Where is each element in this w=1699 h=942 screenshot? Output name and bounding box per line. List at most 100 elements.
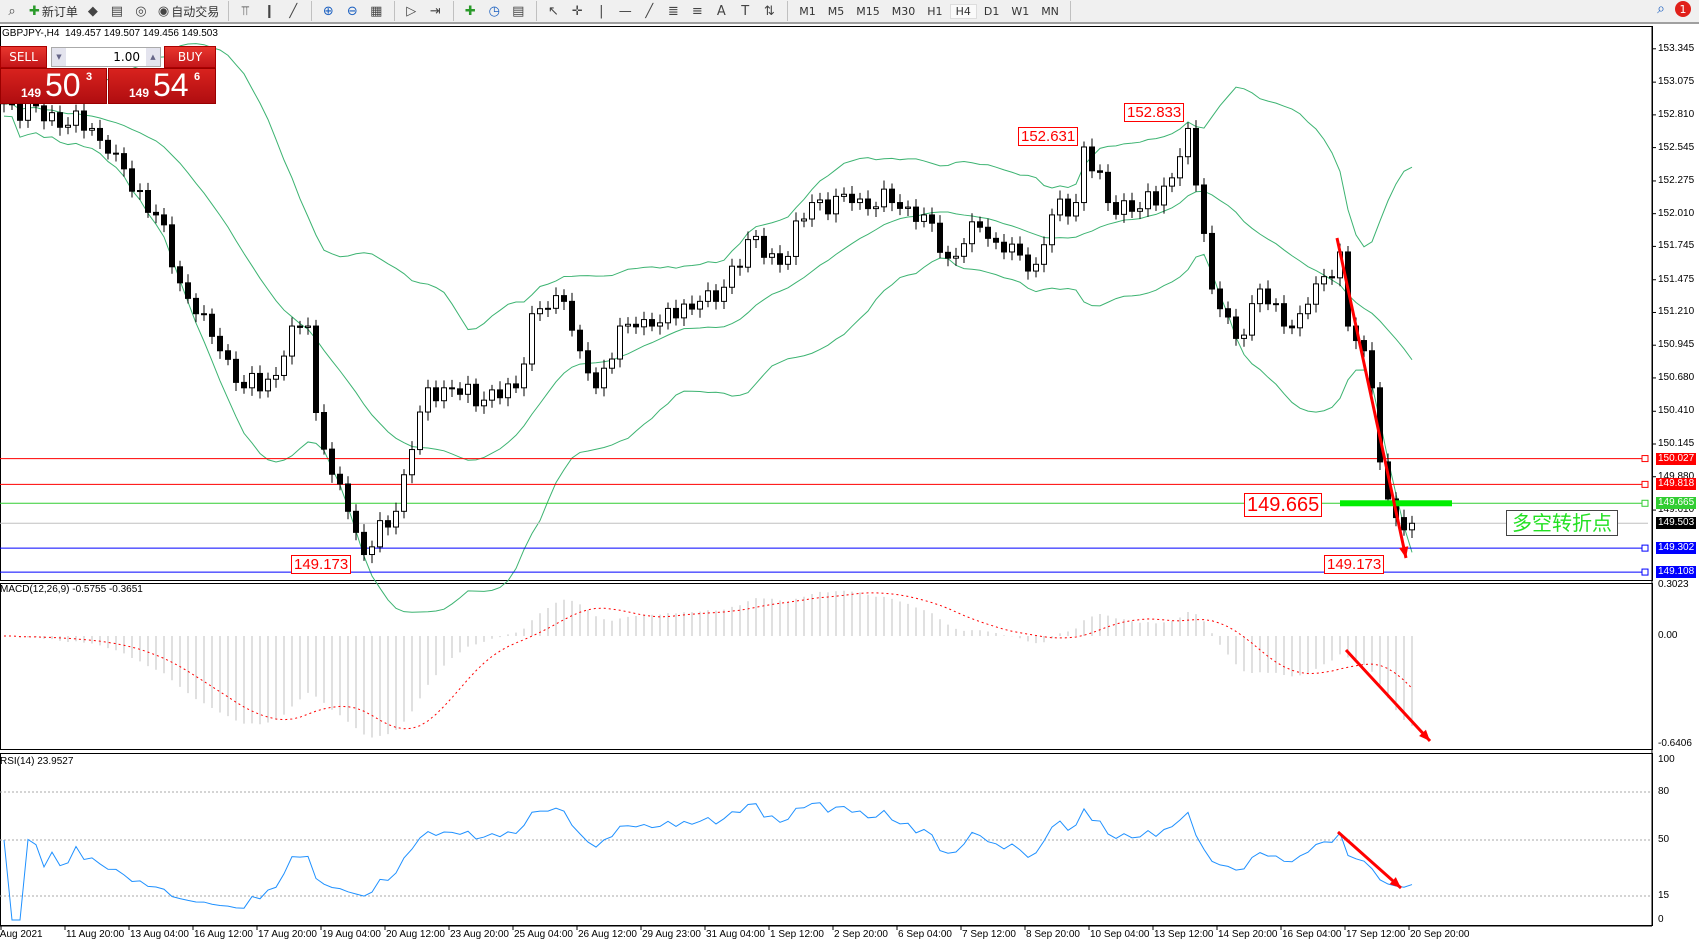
auto-trade-button[interactable]: ◉ 自动交易 — [155, 1, 222, 21]
candle-bearish — [1289, 325, 1295, 329]
candle-bullish — [1057, 198, 1063, 216]
time-tick-label: 17 Aug 20:00 — [258, 929, 317, 940]
candle-bullish — [697, 300, 703, 310]
sell-button[interactable]: SELL — [0, 46, 47, 68]
price-label-low-right[interactable]: 149.173 — [1324, 555, 1385, 574]
vertical-line-icon: | — [599, 3, 604, 19]
line-chart-button[interactable]: ╱ — [283, 1, 305, 21]
line-handle[interactable] — [1641, 480, 1649, 488]
line-handle[interactable] — [1641, 544, 1649, 552]
arrows-button[interactable]: ⇅ — [759, 1, 781, 21]
candle-bearish — [689, 303, 695, 310]
zoom-in-button[interactable]: ⊕ — [318, 1, 340, 21]
candle-bearish — [145, 190, 151, 213]
candle-bearish — [457, 388, 463, 395]
zoom-icon: ⌕ — [8, 3, 16, 19]
candle-bearish — [985, 226, 991, 239]
line-handle[interactable] — [1641, 499, 1649, 507]
rsi-tick-label: 100 — [1658, 754, 1675, 765]
channel-button[interactable]: ≡ — [687, 1, 709, 21]
indicators-icon: ✚ — [464, 3, 476, 19]
candle-bullish — [377, 520, 383, 548]
time-tick-label: 25 Aug 04:00 — [514, 929, 573, 940]
candle-chart-button[interactable]: ❙ — [259, 1, 281, 21]
candle-bearish — [233, 358, 239, 383]
macd-label: MACD(12,26,9) -0.5755 -0.3651 — [0, 584, 143, 595]
autoscroll-button[interactable]: ▷ — [401, 1, 423, 21]
bollinger-upper — [3, 43, 1413, 331]
search-icon[interactable]: ⌕ — [1657, 1, 1665, 17]
candle-bullish — [833, 195, 839, 215]
candle-bearish — [297, 325, 303, 328]
buy-button[interactable]: BUY — [164, 46, 216, 68]
sell-price[interactable]: 149 50 3 — [0, 67, 107, 104]
signal-button[interactable]: ◎ — [131, 1, 153, 21]
cursor-button[interactable]: ↖ — [543, 1, 565, 21]
price-tick-label: 150.410 — [1658, 405, 1695, 417]
timeframe-w1[interactable]: W1 — [1011, 4, 1030, 18]
trend-line-button[interactable]: ╱ — [639, 1, 661, 21]
price-label-high[interactable]: 152.833 — [1124, 103, 1185, 122]
history-button[interactable]: ◆ — [83, 1, 105, 21]
zoom-out-icon: ⊖ — [346, 3, 358, 19]
trend-arrow-macd[interactable] — [1344, 648, 1432, 743]
lot-input[interactable]: 1.00 — [113, 50, 140, 64]
timeframe-m5[interactable]: M5 — [827, 4, 845, 18]
zoom-button[interactable]: ⌕ — [2, 1, 24, 21]
candle-bearish — [889, 188, 895, 204]
tile-icon: ▦ — [370, 3, 383, 19]
line-handle[interactable] — [1641, 568, 1649, 576]
timeframe-m1[interactable]: M1 — [799, 4, 816, 18]
bar-chart-button[interactable]: ⫪ — [235, 1, 257, 21]
periods-button[interactable]: ◷ — [484, 1, 506, 21]
horizontal-line-button[interactable]: — — [615, 1, 637, 21]
timeframe-m15[interactable]: M15 — [856, 4, 880, 18]
new-order-button[interactable]: ✚ 新订单 — [26, 1, 81, 21]
timeframe-h1[interactable]: H1 — [927, 4, 943, 18]
candle-bullish — [1161, 185, 1167, 206]
bollinger-middle — [3, 103, 1413, 461]
candle-bullish — [553, 295, 559, 309]
macd-tick-label: 0.3023 — [1658, 579, 1689, 590]
annotation-text[interactable]: 多空转折点 — [1506, 510, 1618, 536]
candle-bearish — [1265, 288, 1271, 305]
chart-canvas[interactable] — [0, 26, 1699, 942]
bar-chart-icon: ⫪ — [241, 3, 249, 19]
chart-shift-button[interactable]: ⇥ — [425, 1, 447, 21]
lot-stepper[interactable]: ▼ 1.00 ▲ — [51, 47, 161, 67]
candle-bearish — [633, 323, 639, 328]
fibo-button[interactable]: ≣ — [663, 1, 685, 21]
auto-trade-icon: ◉ — [157, 3, 170, 19]
timeframe-mn[interactable]: MN — [1041, 4, 1059, 18]
crosshair-button[interactable]: ✛ — [567, 1, 589, 21]
candle-bearish — [161, 214, 167, 226]
market-watch-button[interactable]: ▤ — [107, 1, 129, 21]
text-button[interactable]: A — [711, 1, 733, 21]
timeframe-m30[interactable]: M30 — [891, 4, 916, 18]
timeframe-d1[interactable]: D1 — [983, 4, 1000, 18]
candle-bullish — [481, 399, 487, 407]
zoom-out-button[interactable]: ⊖ — [342, 1, 364, 21]
buy-price[interactable]: 149 54 6 — [108, 67, 216, 104]
tile-button[interactable]: ▦ — [366, 1, 388, 21]
candle-bearish — [1201, 184, 1207, 234]
trend-arrow-main[interactable] — [1335, 237, 1408, 559]
decrease-lot-icon[interactable]: ▼ — [52, 48, 66, 66]
price-label-swing-high[interactable]: 152.631 — [1018, 127, 1079, 146]
pivot-marker-bar[interactable] — [1340, 500, 1452, 507]
line-handle[interactable] — [1641, 455, 1649, 463]
increase-lot-icon[interactable]: ▲ — [146, 48, 160, 66]
indicators-button[interactable]: ✚ — [460, 1, 482, 21]
time-tick-label: 16 Sep 04:00 — [1282, 929, 1342, 940]
candle-bullish — [1249, 303, 1255, 336]
vertical-line-button[interactable]: | — [591, 1, 613, 21]
candle-bullish — [1145, 191, 1151, 210]
templates-button[interactable]: ▤ — [508, 1, 530, 21]
candle-bullish — [1169, 177, 1175, 187]
timeframe-h4[interactable]: H4 — [949, 3, 977, 19]
price-label-pivot[interactable]: 149.665 — [1244, 493, 1323, 517]
text-label-button[interactable]: T — [735, 1, 757, 21]
price-label-low-left[interactable]: 149.173 — [291, 555, 352, 574]
notification-badge[interactable]: 1 — [1675, 1, 1691, 17]
trend-arrow-rsi[interactable] — [1337, 830, 1402, 890]
